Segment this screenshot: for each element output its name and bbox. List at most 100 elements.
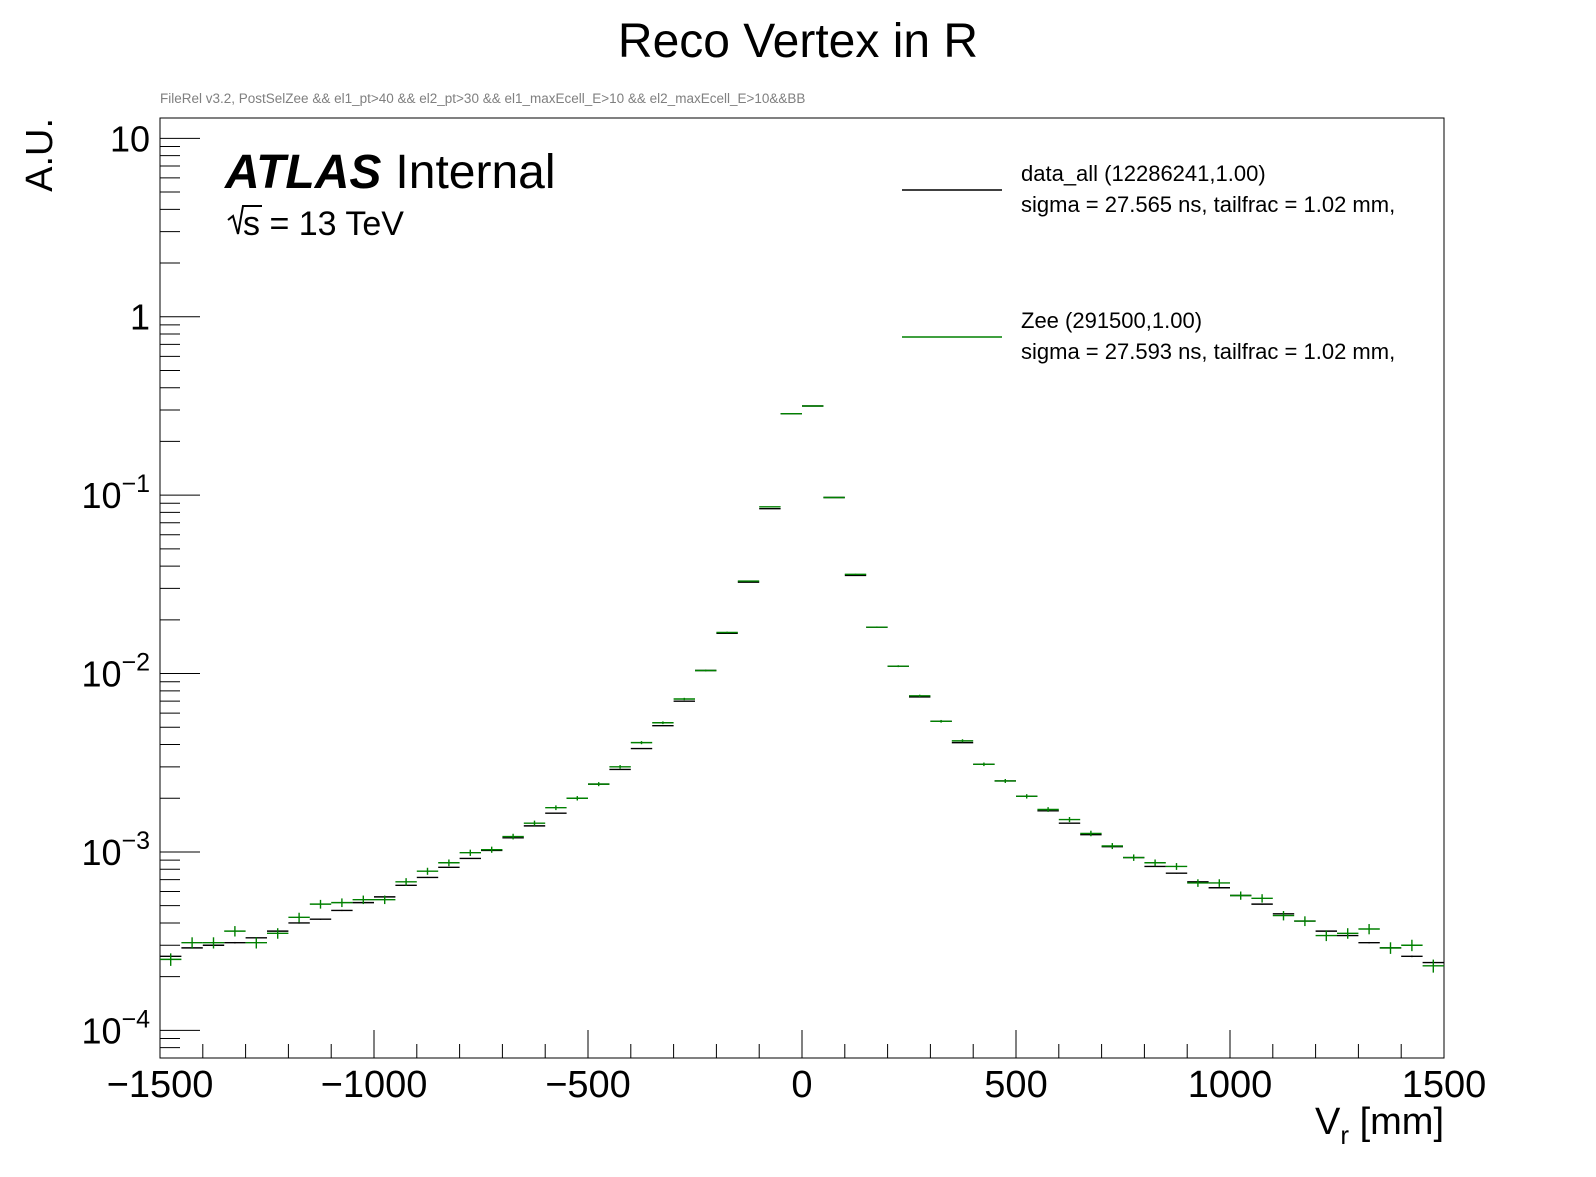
- energy-label-group: s = 13 TeV: [228, 205, 404, 243]
- data-point: [224, 942, 245, 943]
- data-point: [460, 858, 481, 859]
- x-tick-label: −500: [545, 1064, 631, 1106]
- data-point: [267, 928, 288, 939]
- data-point: [1187, 879, 1208, 887]
- data-point: [866, 626, 887, 627]
- y-tick-base: 10: [81, 654, 121, 695]
- y-tick-exponent: −4: [121, 1005, 150, 1033]
- data-point: [1294, 916, 1315, 926]
- data-point: [567, 796, 588, 800]
- y-tick-exponent: −3: [121, 827, 150, 855]
- data-point: [695, 670, 716, 672]
- data-point: [524, 821, 545, 826]
- legend-sub-zee: sigma = 27.593 ns, tailfrac = 1.02 mm,: [1021, 339, 1395, 364]
- data-point: [716, 632, 737, 634]
- y-tick-label: 1: [130, 297, 150, 338]
- x-tick-label: 1000: [1188, 1064, 1273, 1106]
- data-point: [502, 834, 523, 840]
- data-point: [224, 926, 245, 936]
- y-tick-base: 10: [110, 118, 150, 159]
- data-point: [738, 581, 759, 582]
- data-point: [845, 574, 866, 575]
- y-tick-label: 10−2: [81, 649, 150, 695]
- data-point: [1401, 940, 1422, 951]
- data-point: [545, 813, 566, 814]
- y-tick-exponent: −2: [121, 649, 150, 677]
- y-tick-label: 10: [110, 118, 150, 159]
- data-point: [1144, 859, 1165, 866]
- series-Zee: [160, 406, 1444, 973]
- legend: data_all (12286241,1.00) sigma = 27.565 …: [902, 161, 1395, 364]
- y-tick-exponent: −1: [121, 470, 150, 498]
- data-point: [1016, 794, 1037, 798]
- data-point: [288, 922, 309, 923]
- data-point: [759, 506, 780, 507]
- data-point: [1230, 891, 1251, 899]
- data-point: [1080, 831, 1101, 837]
- data-point: [1337, 928, 1358, 939]
- plot-frame: [160, 118, 1444, 1058]
- legend-label-data: data_all (12286241,1.00): [1021, 161, 1266, 186]
- data-point: [310, 919, 331, 920]
- chart-title: Reco Vertex in R: [618, 15, 978, 68]
- x-axis-label-unit: [mm]: [1349, 1101, 1444, 1143]
- data-point: [1166, 863, 1187, 870]
- atlas-label-group: ATLAS Internal: [224, 146, 556, 199]
- data-point: [1316, 930, 1337, 941]
- x-axis-label: Vr [mm]: [1315, 1101, 1444, 1150]
- y-axis-label: A.U.: [19, 118, 61, 192]
- data-point: [246, 937, 267, 948]
- data-point: [438, 859, 459, 866]
- atlas-status: Internal: [395, 146, 555, 199]
- data-point: [481, 847, 502, 853]
- legend-sub-data: sigma = 27.565 ns, tailfrac = 1.02 mm,: [1021, 192, 1395, 217]
- data-point: [1423, 960, 1444, 973]
- x-axis-label-main: V: [1315, 1101, 1341, 1143]
- data-point: [995, 779, 1016, 783]
- data-point: [1358, 924, 1379, 934]
- data-point: [1166, 873, 1187, 874]
- data-point: [652, 721, 673, 724]
- data-point: [1123, 854, 1144, 860]
- data-point: [1251, 904, 1272, 905]
- data-point: [417, 868, 438, 875]
- data-point: [395, 878, 416, 886]
- chart-subtitle: FileRel v3.2, PostSelZee && el1_pt>40 &&…: [160, 91, 805, 106]
- data-point: [1273, 911, 1294, 920]
- data-point: [417, 877, 438, 878]
- data-point: [310, 900, 331, 909]
- data-point: [331, 910, 352, 911]
- data-point: [609, 765, 630, 769]
- data-point: [288, 913, 309, 923]
- data-point: [460, 850, 481, 856]
- data-point: [203, 937, 224, 948]
- x-tick-label: −1000: [321, 1064, 428, 1106]
- data-point: [1358, 942, 1379, 943]
- data-point: [1209, 887, 1230, 888]
- data-point: [952, 739, 973, 742]
- series-data_all: [160, 406, 1444, 963]
- y-tick-base: 10: [81, 475, 121, 516]
- data-point: [674, 698, 695, 700]
- data-point: [160, 953, 181, 966]
- y-tick-label: 10−4: [81, 1005, 150, 1051]
- data-point: [1380, 942, 1401, 954]
- data-point: [973, 763, 994, 767]
- data-point: [545, 805, 566, 810]
- data-point: [438, 867, 459, 868]
- atlas-label: ATLAS: [224, 146, 381, 199]
- data-point: [1059, 823, 1080, 824]
- data-point: [631, 741, 652, 744]
- y-tick-base: 1: [130, 297, 150, 338]
- data-point: [1401, 956, 1422, 958]
- data-point: [331, 898, 352, 907]
- data-point: [930, 720, 951, 723]
- data-point: [181, 937, 202, 948]
- x-axis-label-sub: r: [1340, 1120, 1349, 1150]
- data-point: [1209, 879, 1230, 887]
- y-tick-label: 10−3: [81, 827, 150, 873]
